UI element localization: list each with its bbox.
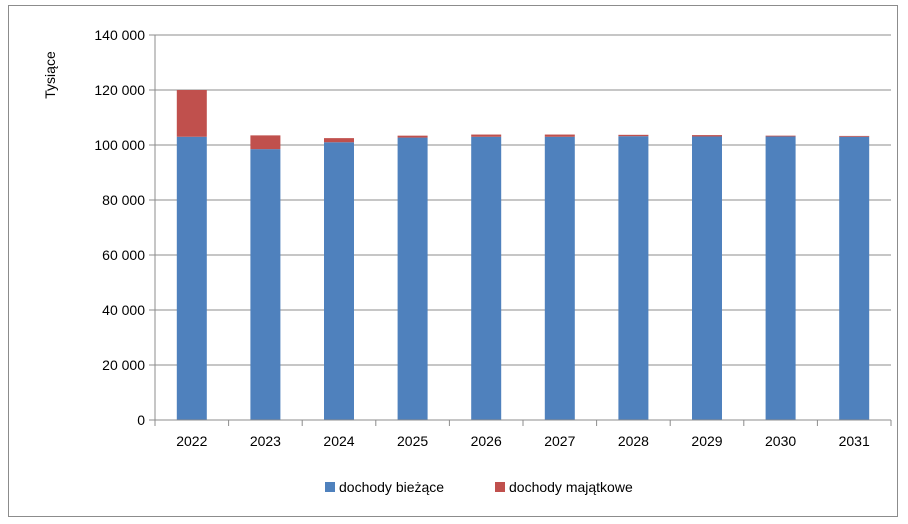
- x-tick-label: 2025: [397, 433, 428, 449]
- y-tick-label: 100 000: [94, 137, 145, 153]
- bar-dochody-majatkowe-2022: [176, 90, 207, 137]
- legend-label: dochody bieżące: [339, 479, 444, 495]
- bar-dochody-biezace-2028: [618, 136, 649, 420]
- legend-swatch: [495, 482, 505, 492]
- bar-dochody-biezace-2027: [544, 136, 575, 420]
- y-tick-label: 40 000: [102, 302, 145, 318]
- bar-dochody-majatkowe-2025: [397, 135, 428, 138]
- bar-dochody-majatkowe-2028: [618, 134, 649, 137]
- x-tick-label: 2023: [250, 433, 281, 449]
- bar-dochody-majatkowe-2026: [471, 134, 502, 137]
- bar-dochody-majatkowe-2030: [765, 135, 796, 137]
- x-tick-label: 2030: [765, 433, 796, 449]
- y-tick-label: 0: [137, 412, 145, 428]
- bar-dochody-majatkowe-2024: [324, 138, 354, 143]
- legend: dochody bieżące dochody majątkowe: [325, 479, 633, 495]
- bar-dochody-biezace-2023: [250, 149, 281, 420]
- y-tick-labels: 0 20 000 40 000 60 000 80 000 100 000 120 000 1…: [94, 27, 145, 428]
- bars: [176, 90, 870, 420]
- bar-dochody-majatkowe-2029: [692, 135, 722, 137]
- x-tick-label: 2031: [839, 433, 870, 449]
- axes: [149, 34, 892, 426]
- bar-dochody-majatkowe-2031: [839, 135, 870, 137]
- x-tick-label: 2022: [176, 433, 207, 449]
- y-tick-label: 140 000: [94, 27, 145, 43]
- bar-dochody-biezace-2031: [839, 136, 870, 420]
- x-tick-label: 2029: [691, 433, 722, 449]
- x-tick-labels: 2022 2023 2024 2025 2026 2027 2028 2029 2030 2031: [176, 433, 870, 449]
- bar-dochody-biezace-2025: [397, 137, 428, 420]
- legend-label: dochody majątkowe: [509, 479, 633, 495]
- x-tick-label: 2026: [471, 433, 502, 449]
- x-tick-label: 2024: [323, 433, 354, 449]
- bar-dochody-biezace-2030: [765, 136, 796, 420]
- y-axis-title: Tysiące: [42, 51, 58, 99]
- bar-dochody-biezace-2022: [176, 136, 207, 420]
- x-tick-label: 2028: [618, 433, 649, 449]
- y-tick-label: 120 000: [94, 82, 145, 98]
- bar-dochody-biezace-2026: [471, 136, 502, 420]
- y-tick-label: 20 000: [102, 357, 145, 373]
- bar-dochody-majatkowe-2027: [544, 134, 575, 137]
- bar-dochody-biezace-2029: [692, 136, 722, 420]
- bar-dochody-biezace-2024: [324, 142, 354, 420]
- bar-dochody-majatkowe-2023: [250, 135, 281, 150]
- x-tick-label: 2027: [544, 433, 575, 449]
- y-tick-label: 60 000: [102, 247, 145, 263]
- y-tick-label: 80 000: [102, 192, 145, 208]
- legend-swatch: [325, 482, 335, 492]
